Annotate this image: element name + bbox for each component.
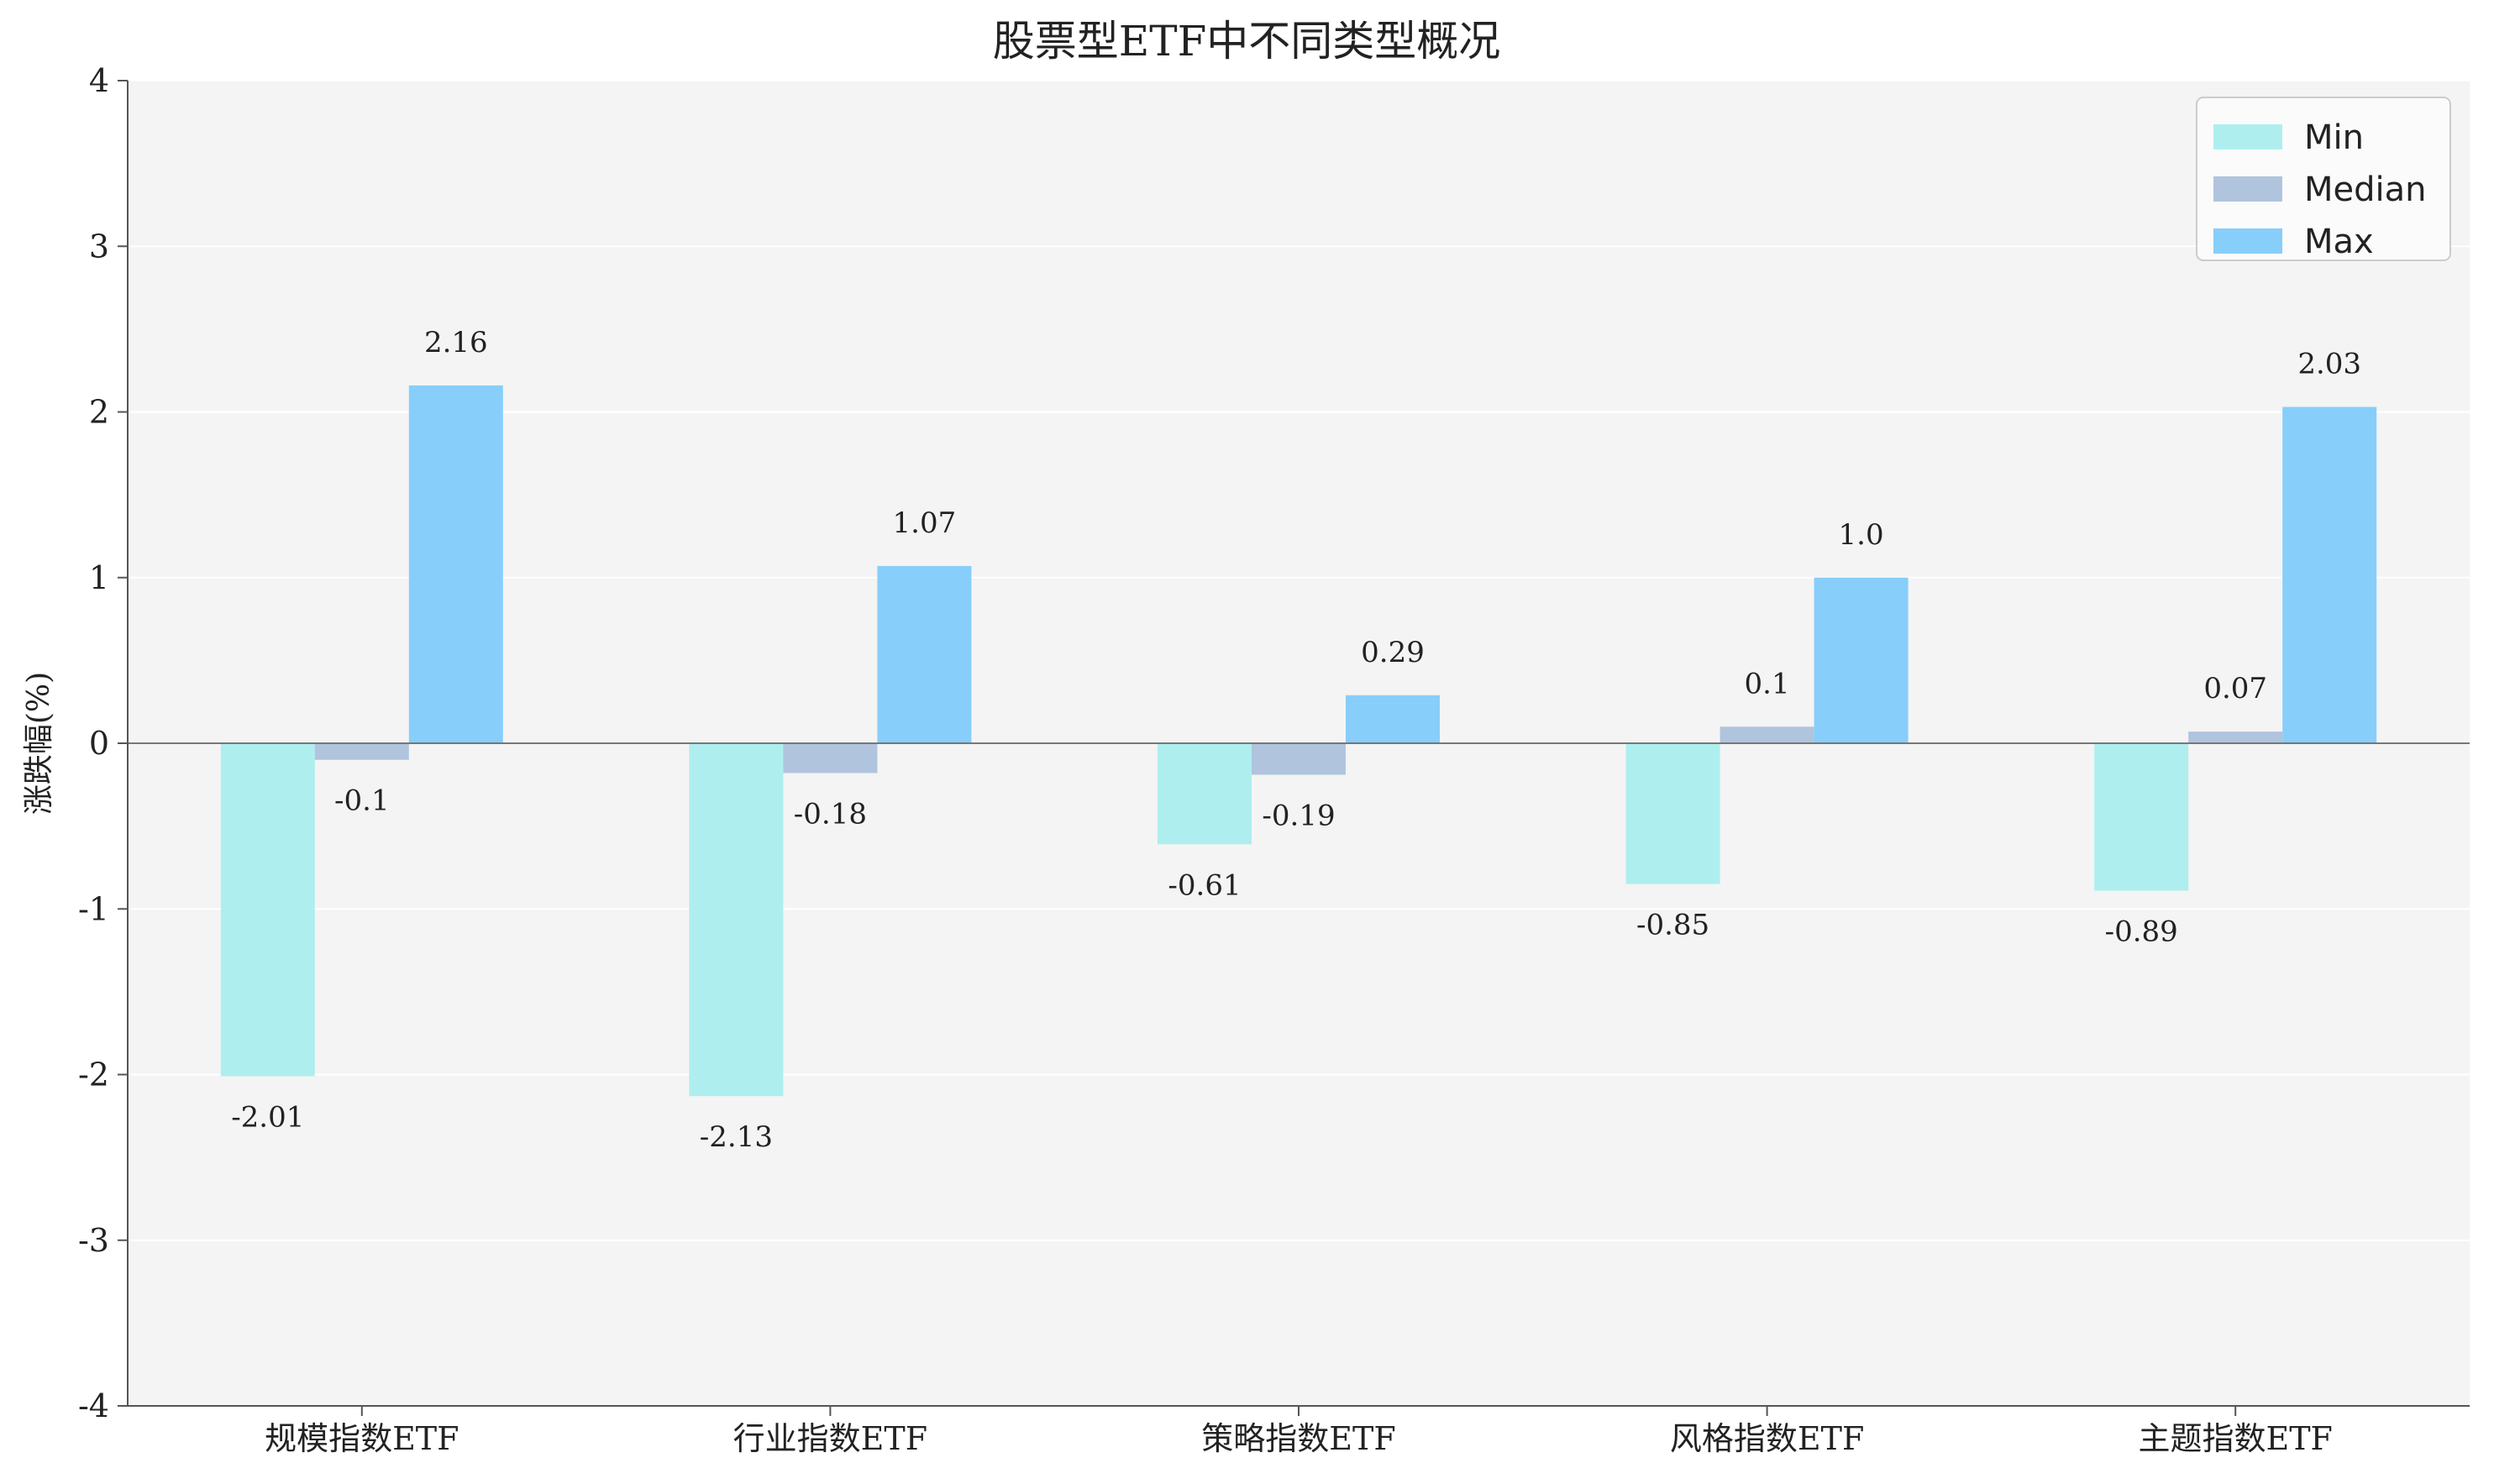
legend-label-max: Max [2304,223,2374,261]
bar-min-2 [1158,743,1252,845]
y-tick-label: -2 [78,1057,109,1093]
value-labels: -2.01 -0.1 2.16 -2.13 -0.18 1.07 -0.61 -0.19 0.2… [231,326,2361,1154]
legend: Min Median Max [2196,97,2451,261]
legend-swatch-median [2213,176,2282,202]
x-tick-label: 行业指数ETF [733,1420,927,1457]
bar-min-4 [2094,743,2189,891]
bar-median-2 [1252,743,1346,775]
axes: 4 3 2 1 0 -1 -2 -3 -4 规模指数ETF 行业指数ETF 策略指数ETF 风格指数ET… [78,62,2470,1457]
value-label-min-2: -0.61 [1168,868,1241,902]
value-label-max-0: 2.16 [424,326,488,359]
legend-label-min: Min [2304,118,2364,157]
bar-max-0 [408,385,503,743]
bar-min-0 [220,743,315,1077]
bar-max-2 [1346,695,1440,743]
value-label-max-3: 1.0 [1839,518,1884,552]
bar-median-3 [1720,726,1814,743]
y-tick-label: -3 [78,1222,109,1259]
value-label-median-2: -0.19 [1262,799,1335,832]
value-label-min-4: -0.89 [2105,915,2178,949]
bar-median-4 [2188,732,2283,743]
bars [220,385,2377,1097]
value-label-median-1: -0.18 [794,798,867,831]
x-tick-label: 风格指数ETF [1670,1420,1864,1457]
value-label-min-0: -2.01 [231,1100,304,1134]
legend-label-median: Median [2304,170,2427,209]
legend-swatch-min [2213,124,2282,149]
y-tick-label: 4 [89,62,109,99]
x-tick-label: 策略指数ETF [1201,1420,1395,1457]
bar-median-0 [314,743,409,760]
bar-max-1 [877,565,972,743]
legend-swatch-max [2213,228,2282,254]
y-tick-label: 3 [89,228,109,265]
bar-min-1 [689,743,784,1097]
chart-title: 股票型ETF中不同类型概况 [993,17,1501,66]
y-axis-label: 涨跌幅(%) [22,672,56,815]
value-label-max-2: 0.29 [1361,636,1425,669]
value-label-min-1: -2.13 [700,1120,773,1154]
value-label-median-0: -0.1 [334,784,390,818]
bar-min-3 [1625,743,1720,884]
value-label-min-3: -0.85 [1636,909,1709,942]
value-label-max-1: 1.07 [893,506,957,540]
value-label-median-3: 0.1 [1745,667,1790,700]
x-tick-label: 规模指数ETF [265,1420,459,1457]
value-label-median-4: 0.07 [2203,672,2267,705]
bar-max-3 [1814,577,1909,743]
y-tick-label: -1 [78,890,109,927]
bar-max-4 [2282,406,2377,743]
y-tick-label: 1 [89,559,109,596]
y-tick-label: 2 [89,394,109,431]
y-tick-label: 0 [89,725,109,762]
y-tick-label: -4 [78,1387,109,1424]
value-label-max-4: 2.03 [2297,348,2361,381]
x-tick-label: 主题指数ETF [2138,1420,2332,1457]
bar-median-1 [783,743,878,773]
